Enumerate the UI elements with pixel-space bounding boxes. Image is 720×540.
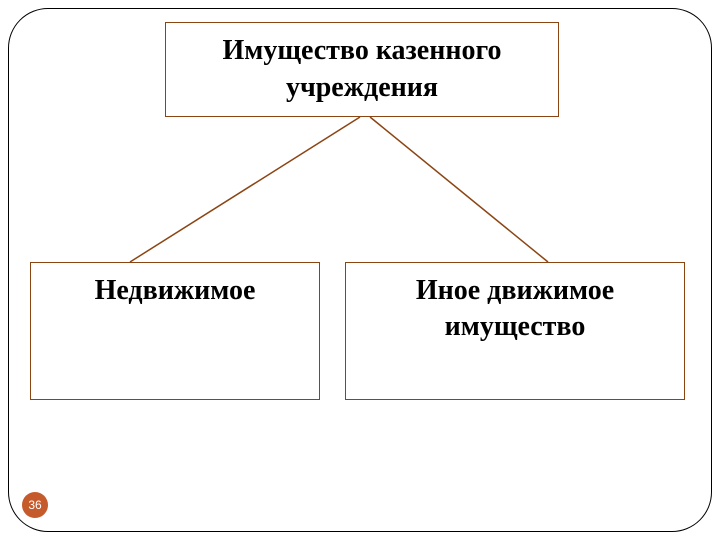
left-box: Недвижимое	[30, 262, 320, 400]
right-box: Иное движимое имущество	[345, 262, 685, 400]
right-box-line2: имущество	[346, 309, 684, 345]
top-box-line2: учреждения	[286, 70, 438, 106]
top-box-line1: Имущество казенного	[222, 33, 501, 69]
left-box-line1: Недвижимое	[31, 273, 319, 309]
top-box: Имущество казенного учреждения	[165, 22, 559, 117]
page-number-badge: 36	[22, 492, 48, 518]
right-box-line1: Иное движимое	[346, 273, 684, 309]
page-number-value: 36	[28, 498, 41, 512]
